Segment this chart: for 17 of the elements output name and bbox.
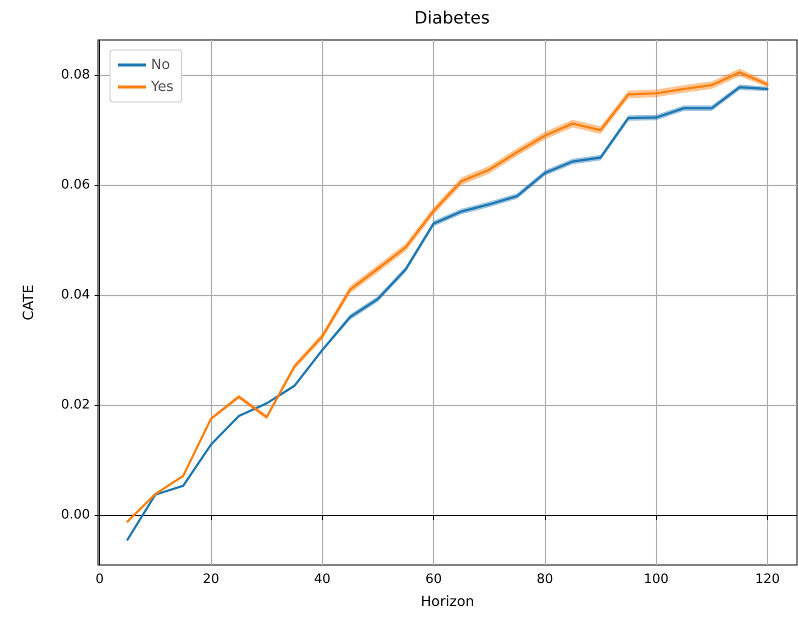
x-tick-label: 100 xyxy=(644,572,669,587)
x-tick-label: 40 xyxy=(314,572,331,587)
chart-title: Diabetes xyxy=(414,8,490,28)
x-axis-title: Horizon xyxy=(420,594,474,610)
y-tick-label: 0.04 xyxy=(61,288,90,303)
x-tick-label: 120 xyxy=(755,572,780,587)
x-tick-label: 0 xyxy=(96,572,104,587)
legend-label: No xyxy=(151,57,170,73)
y-axis-title: CATE xyxy=(21,284,37,320)
x-tick-label: 20 xyxy=(202,572,220,587)
y-tick-label: 0.06 xyxy=(61,178,90,193)
x-tick-label: 80 xyxy=(536,572,554,587)
y-tick-label: 0.02 xyxy=(61,398,90,413)
y-tick-label: 0.00 xyxy=(61,507,90,522)
legend-label: Yes xyxy=(150,79,174,95)
x-tick-label: 60 xyxy=(425,572,442,587)
y-tick-label: 0.08 xyxy=(61,68,90,83)
